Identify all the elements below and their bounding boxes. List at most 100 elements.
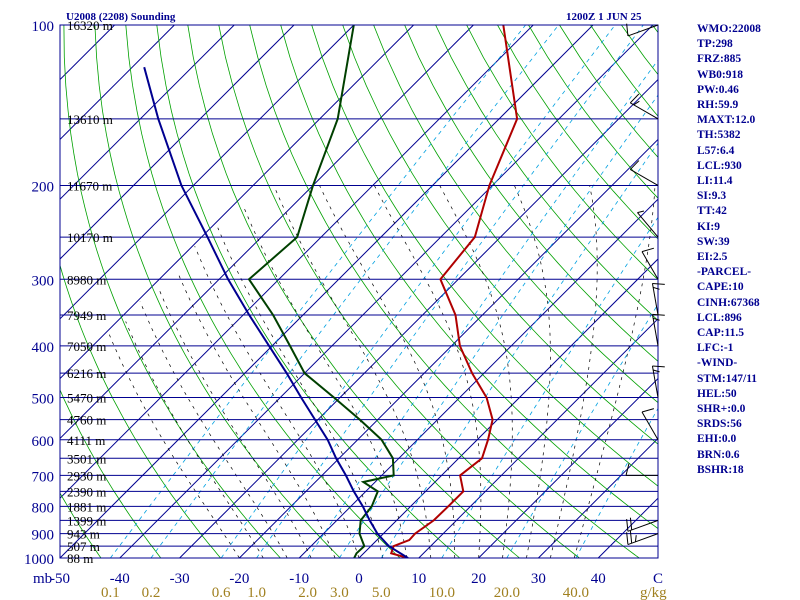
chart-title: U2008 (2208) Sounding [66,11,176,23]
wind-barb-feather [634,535,637,542]
wind-barb-staff [641,411,659,441]
pressure-tick-label: 600 [32,434,55,450]
height-label: 943 m [67,527,100,542]
index-value: TT:42 [697,205,727,218]
pressure-tick-label: 300 [32,273,55,289]
sounding-series [143,25,519,558]
moist-adiabat-line [125,321,264,558]
isotherm-line [478,377,658,558]
wind-barbs [625,23,665,546]
moist-adiabat-line [157,286,312,558]
wind-barb-feather [626,23,629,36]
isotherm-line [60,25,534,499]
height-label: 13610 m [67,112,113,127]
index-value: EI:2.5 [697,251,728,264]
index-value: CAPE:10 [697,281,744,294]
height-label: 8980 m [67,272,106,287]
wind-barb [625,463,658,476]
temperature-tick-label: -40 [110,571,130,587]
temperature-tick-label: 40 [591,571,606,587]
height-label: 4111 m [67,433,105,448]
moist-adiabat-line [319,185,456,558]
temperature-tick-label: 0 [355,571,363,587]
wind-barb-feather [641,408,655,413]
wind-barb-staff [641,251,659,280]
index-value: LCL:896 [697,311,742,324]
wind-barb-staff [630,169,659,186]
index-value: SI:9.3 [697,190,727,203]
temperature-tick-label: 10 [411,571,426,587]
wind-barb-feather [652,282,665,285]
mixing-ratio-line [110,25,526,558]
mixing-ratio-label: 0.2 [142,585,161,600]
height-label: 7949 m [67,308,106,323]
wind-barb [637,210,659,238]
height-label: 7050 m [67,339,106,354]
index-value: RH:59.9 [697,99,739,112]
index-value: WMO:22008 [697,23,761,35]
wind-barb-feather [626,518,629,532]
pressure-tick-label: 700 [32,469,55,485]
height-label: 1399 m [67,513,106,528]
height-label: 2390 m [67,484,106,499]
isotherm-line [60,25,295,260]
wind-barb-feather [652,313,665,316]
mixing-ratio-label: 0.1 [101,585,120,600]
height-label: 11670 m [67,178,112,193]
dry-adiabat-line [94,25,341,558]
wind-barb-staff [637,212,659,238]
moist-adiabat-line [217,227,384,558]
temperature-profile-line [389,25,519,558]
height-label: 88 m [67,551,93,566]
dry-adiabat-line [280,25,658,530]
index-value: SRDS:56 [697,418,742,431]
wind-barb-feather [626,532,629,545]
pressure-tick-label: 200 [32,179,55,195]
height-label: 507 m [67,539,100,554]
index-value: TP:298 [697,38,733,51]
temperature-tick-label: 30 [531,571,546,587]
index-value: WB0:918 [697,68,743,81]
index-value: STM:147/11 [697,372,758,385]
wind-barb-feather [629,517,633,531]
wind-barb-feather [652,365,665,368]
moist-adiabat-line [514,185,551,558]
index-value: EHI:0.0 [697,433,737,446]
dewpoint-profile-line [247,25,395,558]
index-value: L57:6.4 [697,144,735,157]
mixing-ratio-unit-label: g/kg [640,585,667,600]
moist-adiabat-line [573,185,656,558]
isotherm-line [418,318,658,558]
index-value: KI:9 [697,220,720,233]
mixing-ratio-line [256,25,644,558]
dry-adiabat-line [125,25,401,558]
plot-frame [59,24,659,559]
index-value: LFC:-1 [697,342,734,355]
pressure-tick-label: 900 [32,528,55,544]
wind-barb-staff [630,102,659,120]
wind-barb-staff [651,365,659,398]
moist-adiabat-line [194,246,360,558]
height-label: 1881 m [67,499,106,514]
wind-barb-feather [629,160,640,170]
mixing-ratio-line [150,25,559,558]
index-value: MAXT:12.0 [697,114,756,127]
index-value: SW:39 [697,235,730,248]
index-value: CINH:67368 [697,296,760,309]
mixing-ratio-label: 5.0 [372,585,391,600]
height-label: 2930 m [67,468,106,483]
dry-adiabat-line [187,25,520,558]
wind-barb-feather [633,100,640,106]
moist-adiabat-line [373,185,482,558]
pressure-tick-label: 100 [32,19,55,35]
height-label: 4760 m [67,413,106,428]
index-value: SHR+:0.0 [697,403,746,416]
index-value: -PARCEL- [697,266,752,279]
wind-barb-staff [627,24,659,37]
mixing-ratio-label: 2.0 [298,585,317,600]
wind-barb [651,313,665,346]
mixing-ratio-label: 40.0 [563,585,589,600]
wind-barb-feather [625,463,630,476]
index-value: BRN:0.6 [697,448,740,461]
mixing-ratio-label: 3.0 [330,585,349,600]
